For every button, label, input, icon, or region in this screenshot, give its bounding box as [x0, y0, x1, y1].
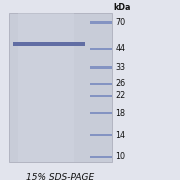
Text: 70: 70 [115, 18, 125, 27]
Bar [90, 48, 112, 50]
Bar [18, 13, 75, 162]
Text: 44: 44 [115, 44, 125, 53]
Text: 15% SDS-PAGE: 15% SDS-PAGE [26, 173, 94, 180]
Bar [90, 95, 112, 97]
Text: 18: 18 [115, 109, 125, 118]
Text: 33: 33 [115, 63, 125, 72]
Text: kDa: kDa [113, 3, 131, 12]
Text: 14: 14 [115, 131, 125, 140]
Bar [90, 66, 112, 69]
Bar [90, 134, 112, 136]
Bar [90, 156, 112, 158]
Text: 10: 10 [115, 152, 125, 161]
Text: 22: 22 [115, 91, 125, 100]
Text: 26: 26 [115, 79, 125, 88]
Bar [90, 83, 112, 85]
Bar [90, 112, 112, 114]
Bar [13, 42, 85, 46]
Bar [90, 21, 112, 24]
Bar [9, 13, 112, 162]
